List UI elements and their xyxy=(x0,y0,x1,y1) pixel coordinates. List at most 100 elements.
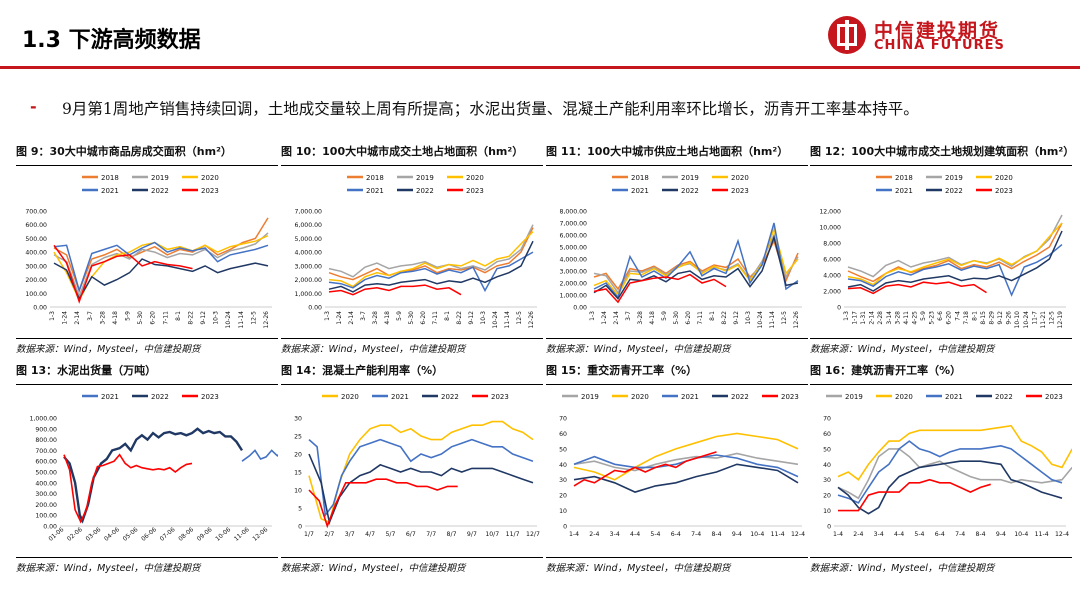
y-tick-label: 1,000.00 xyxy=(294,291,322,298)
y-tick-label: 2,000.00 xyxy=(294,277,322,284)
x-tick-label: 8-22 xyxy=(721,311,728,325)
x-tick-label: 4-4 xyxy=(894,531,904,538)
series-line-2020 xyxy=(573,432,799,481)
series-line-2019 xyxy=(837,448,1072,500)
x-tick-label: 2-28 xyxy=(877,311,884,325)
series-line-2020 xyxy=(328,231,534,288)
series-line-2019 xyxy=(573,452,799,472)
series-line-2022 xyxy=(53,258,269,301)
x-tick-label: 1-17 xyxy=(852,311,859,325)
y-tick-label: 0.00 xyxy=(308,305,322,312)
x-tick-label: 1-3 xyxy=(49,311,56,321)
y-tick-label: 8,000.00 xyxy=(559,209,587,216)
series-line-2022 xyxy=(63,427,244,524)
series-line-2020 xyxy=(308,420,534,524)
x-tick-label: 6-4 xyxy=(671,531,681,538)
chart-svg: 2018 2019 2020 2021 2022 2023 7,000.00 6,000.00… xyxy=(294,174,537,328)
legend-label-2023: 2023 xyxy=(781,393,799,401)
x-tick-label: 9/7 xyxy=(467,531,477,538)
logo-text-en: CHINA FUTURES xyxy=(874,38,1005,53)
x-tick-label: 1-24 xyxy=(601,311,608,325)
y-tick-label: 4,000 xyxy=(823,273,841,280)
y-tick-label: 0.00 xyxy=(33,305,47,312)
x-tick-label: 11-4 xyxy=(771,531,785,538)
series-line-2018 xyxy=(53,217,269,293)
x-tick-label: 7-11 xyxy=(697,311,704,325)
y-tick-label: 0 xyxy=(298,524,302,531)
x-tick-label: 4-11 xyxy=(903,311,910,325)
legend-label-2023: 2023 xyxy=(995,187,1013,195)
chart-svg: 2020 2021 2022 2023 30 25 20 15 10 5 01/7 2/7 3/7 4/7… xyxy=(294,393,540,538)
legend-label-2022: 2022 xyxy=(945,187,963,195)
x-tick-label: 9-26 xyxy=(1006,311,1013,325)
legend-label-2023: 2023 xyxy=(1045,393,1063,401)
chart-source: 数据来源：Wind，Mysteel，中信建投期货 xyxy=(281,557,543,574)
legend-label-2018: 2018 xyxy=(366,174,384,182)
x-tick-label: 6/7 xyxy=(406,531,416,538)
series-line-2022 xyxy=(593,234,799,300)
y-tick-label: 25 xyxy=(294,434,302,441)
x-tick-label: 7-11 xyxy=(432,311,439,325)
legend-label-2021: 2021 xyxy=(631,187,649,195)
legend-label-2020: 2020 xyxy=(895,393,913,401)
y-tick-label: 400.00 xyxy=(35,480,57,487)
legend-label-2021: 2021 xyxy=(366,187,384,195)
x-tick-label: 5-30 xyxy=(137,311,144,325)
y-tick-label: 2,000 xyxy=(823,289,841,296)
x-tick-label: 2-4 xyxy=(589,531,599,538)
legend-label-2018: 2018 xyxy=(631,174,649,182)
y-tick-label: 30 xyxy=(823,477,831,484)
chart-panel-9: 图 9：30大中城市商品房成交面积（hm²） 2018 2019 2020 2021 2… xyxy=(16,143,278,358)
x-tick-label: 10-4 xyxy=(1014,531,1028,538)
legend-label-2021: 2021 xyxy=(391,393,409,401)
header-rule xyxy=(0,66,1080,69)
legend-label-2023: 2023 xyxy=(201,187,219,195)
y-tick-label: 4,000.00 xyxy=(559,257,587,264)
y-tick-label: 3,000.00 xyxy=(559,269,587,276)
legend-label-2018: 2018 xyxy=(101,174,119,182)
x-tick-label: 7-18 xyxy=(963,311,970,325)
x-tick-label: 11-14 xyxy=(769,311,776,329)
x-tick-label: 10-3 xyxy=(480,311,487,325)
y-tick-label: 70 xyxy=(823,416,831,423)
series-line-2023 xyxy=(593,273,727,304)
x-tick-label: 8-1 xyxy=(709,311,716,321)
x-tick-label: 8/7 xyxy=(447,531,457,538)
y-tick-label: 800.00 xyxy=(35,437,57,444)
x-tick-label: 5-30 xyxy=(673,311,680,325)
x-tick-label: 3-28 xyxy=(99,311,106,325)
x-tick-label: 11-14 xyxy=(238,311,245,329)
x-tick-label: 9-4 xyxy=(996,531,1006,538)
x-tick-label: 12-19 xyxy=(1057,311,1064,329)
series-line-2022 xyxy=(328,240,534,293)
x-tick-label: 1-3 xyxy=(589,311,596,321)
chart-svg: 2018 2019 2020 2021 2022 2023 700.00 600.00 500.… xyxy=(25,174,272,329)
x-tick-label: 3-7 xyxy=(87,311,94,321)
y-tick-label: 3,000.00 xyxy=(294,263,322,270)
y-tick-label: 0.00 xyxy=(573,305,587,312)
x-tick-label: 2/7 xyxy=(324,531,334,538)
y-tick-label: 2,000.00 xyxy=(559,281,587,288)
x-tick-label: 1-4 xyxy=(833,531,843,538)
y-tick-label: 70 xyxy=(559,416,567,423)
chart-panel-16: 图 16：建筑沥青开工率（%） 2019 2020 2021 2022 2023 70 60… xyxy=(810,362,1072,577)
y-tick-label: 10,000 xyxy=(819,225,841,232)
series-line-2022 xyxy=(837,460,1063,515)
y-tick-label: 900.00 xyxy=(35,426,57,433)
chart-panel-13: 图 13：水泥出货量（万吨） 2021 2022 2023 1,000.00 900.0… xyxy=(16,362,278,577)
y-tick-label: 60 xyxy=(823,431,831,438)
citic-emblem-icon xyxy=(828,16,866,54)
x-tick-label: 3-4 xyxy=(610,531,620,538)
series-line-2021 xyxy=(847,244,1063,297)
x-tick-label: 2-4 xyxy=(853,531,863,538)
x-tick-label: 3-4 xyxy=(874,531,884,538)
x-tick-label: 7-11 xyxy=(162,311,169,325)
x-tick-label: 11-06 xyxy=(233,526,251,543)
legend-label-2022: 2022 xyxy=(995,393,1013,401)
x-tick-label: 7-4 xyxy=(955,531,965,538)
x-tick-label: 5-9 xyxy=(125,311,132,321)
x-tick-label: 02-06 xyxy=(66,526,84,543)
y-tick-label: 20 xyxy=(294,452,302,459)
y-tick-label: 200.00 xyxy=(35,502,57,509)
legend-label-2020: 2020 xyxy=(341,393,359,401)
